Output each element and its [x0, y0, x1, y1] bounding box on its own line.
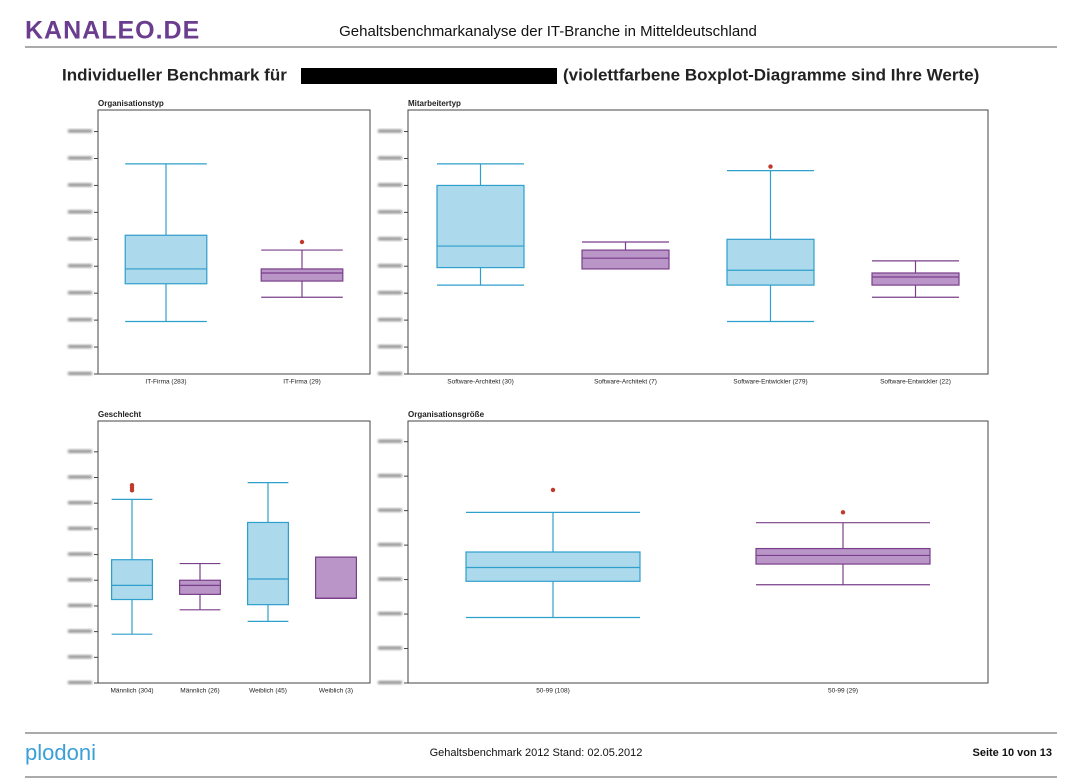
plot-frame: [407, 420, 989, 684]
box: [315, 556, 358, 599]
box: [260, 268, 344, 282]
blurred-tick-label: [378, 612, 402, 616]
blurred-tick-label: [68, 291, 92, 295]
blurred-tick-label: [68, 237, 92, 241]
box: [871, 272, 960, 286]
header-title: Gehaltsbenchmarkanalyse der IT-Branche i…: [339, 23, 757, 40]
x-tick-label: Weiblich (3): [319, 688, 353, 695]
blurred-tick-label: [378, 543, 402, 547]
box: [581, 249, 670, 270]
blurred-tick-label: [68, 156, 92, 160]
blurred-tick-label: [68, 264, 92, 268]
x-tick-label: Weiblich (45): [249, 688, 287, 695]
box: [247, 521, 290, 606]
box: [726, 238, 815, 286]
blurred-tick-label: [68, 183, 92, 187]
x-tick-label: IT-Firma (29): [283, 379, 321, 386]
blurred-tick-label: [378, 237, 402, 241]
blurred-tick-label: [68, 681, 92, 684]
blurred-tick-label: [68, 501, 92, 505]
blurred-tick-label: [68, 372, 92, 375]
box: [110, 559, 153, 601]
footer-page: Seite 10 von 13: [973, 747, 1053, 759]
charts: Organisationstyp IT-Firma (283) IT-Firma (…: [68, 99, 989, 695]
chart-title: Organisationsgröße: [408, 410, 485, 419]
box: [124, 234, 208, 285]
blurred-tick-label: [68, 318, 92, 322]
chart-title: Geschlecht: [98, 410, 141, 419]
blurred-tick-label: [378, 318, 402, 322]
blurred-tick-label: [378, 264, 402, 268]
blurred-tick-label: [378, 577, 402, 581]
blurred-tick-label: [378, 183, 402, 187]
blurred-tick-label: [378, 646, 402, 650]
x-tick-label: Software-Architekt (7): [594, 379, 657, 386]
chart-title: Mitarbeitertyp: [408, 99, 461, 108]
blurred-tick-label: [68, 345, 92, 349]
blurred-tick-label: [378, 291, 402, 295]
footer-logo: plodoni: [25, 740, 96, 765]
blurred-tick-label: [378, 129, 402, 133]
footer-center: Gehaltsbenchmark 2012 Stand: 02.05.2012: [430, 747, 643, 759]
blurred-tick-label: [68, 552, 92, 556]
blurred-tick-label: [68, 210, 92, 214]
x-tick-label: 50-99 (29): [828, 688, 858, 695]
box: [755, 547, 931, 565]
heading-suffix: (violettfarbene Boxplot-Diagramme sind I…: [563, 65, 979, 84]
blurred-tick-label: [378, 508, 402, 512]
outlier: [550, 487, 556, 493]
blurred-tick-label: [68, 655, 92, 659]
blurred-tick-label: [378, 681, 402, 684]
outlier: [840, 510, 846, 515]
blurred-tick-label: [68, 475, 92, 479]
header-logo: kanaleo.de: [25, 17, 200, 45]
outlier: [129, 483, 135, 488]
x-tick-label: IT-Firma (283): [145, 379, 186, 386]
blurred-tick-label: [68, 629, 92, 633]
box: [179, 579, 222, 595]
box: [465, 551, 641, 582]
blurred-tick-label: [68, 526, 92, 530]
outlier: [768, 164, 773, 169]
blurred-tick-label: [378, 156, 402, 160]
blurred-tick-label: [378, 439, 402, 443]
x-tick-label: Software-Entwickler (22): [880, 379, 951, 386]
box: [436, 184, 525, 269]
redaction: [301, 68, 557, 84]
blurred-tick-label: [378, 210, 402, 214]
plot-frame: [407, 109, 989, 375]
x-tick-label: Software-Entwickler (279): [733, 379, 807, 386]
plot-frame: [97, 420, 371, 684]
blurred-tick-label: [378, 345, 402, 349]
blurred-tick-label: [68, 449, 92, 453]
blurred-tick-label: [68, 603, 92, 607]
chart-title: Organisationstyp: [98, 99, 164, 108]
plot-frame: [97, 109, 371, 375]
x-tick-label: Software-Architekt (30): [447, 379, 513, 386]
outlier: [299, 239, 305, 245]
heading-prefix: Individueller Benchmark für: [62, 65, 287, 84]
blurred-tick-label: [68, 578, 92, 582]
x-tick-label: Männlich (304): [111, 688, 154, 695]
x-tick-label: 50-99 (108): [536, 688, 570, 695]
blurred-tick-label: [378, 372, 402, 375]
blurred-tick-label: [68, 129, 92, 133]
blurred-tick-label: [378, 474, 402, 478]
x-tick-label: Männlich (26): [180, 688, 219, 695]
